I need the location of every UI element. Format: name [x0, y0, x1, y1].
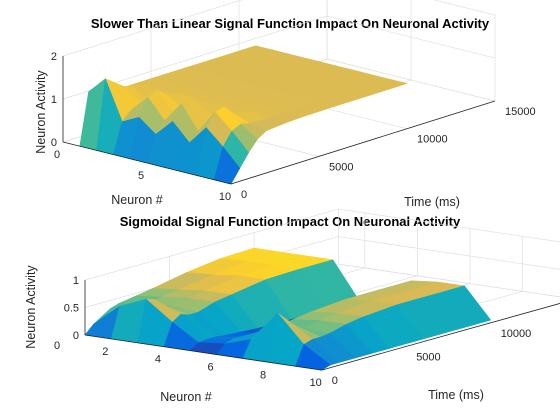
surface-plot-1: Slower Than Linear Signal Function Impac… [34, 0, 536, 209]
z-tick-label: 0 [73, 330, 79, 342]
x-tick-label: 4 [155, 354, 161, 366]
z-tick-label: 0.5 [64, 303, 79, 315]
grid-line [62, 0, 243, 57]
y-tick-label: 15000 [505, 106, 536, 118]
x-tick-label: 6 [207, 362, 213, 374]
axis-line [230, 100, 496, 185]
x-tick-label: 10 [219, 191, 231, 203]
grid-line [338, 236, 560, 270]
x-tick-label: 5 [138, 170, 144, 182]
grid-line [433, 0, 496, 16]
chart-title-2: Sigmoidal Signal Function Impact On Neur… [120, 214, 461, 229]
surface-plot-2: Sigmoidal Signal Function Impact On Neur… [24, 208, 560, 404]
z-tick-label: 1 [51, 94, 57, 106]
y-tick-label: 10000 [501, 328, 532, 340]
z-axis-label-1: Neuron Activity [34, 70, 48, 154]
x-axis-label-1: Neuron # [111, 193, 162, 207]
x-tick-label: 2 [102, 346, 108, 358]
axis-line [84, 334, 322, 371]
z-tick-label: 2 [51, 51, 57, 63]
grid-line [338, 263, 560, 298]
grid-line [338, 208, 560, 243]
axis-line [62, 141, 232, 185]
x-tick-label: 10 [310, 377, 322, 389]
grid-line [326, 15, 496, 59]
grid-line [326, 58, 496, 102]
axis-line [321, 302, 560, 371]
y-axis-label-1: Time (ms) [404, 195, 460, 209]
y-tick-label: 5000 [329, 161, 353, 173]
origin-tick-label: 0 [54, 340, 60, 352]
z-tick-label: 0 [51, 137, 57, 149]
x-axis-label-2: Neuron # [160, 390, 211, 404]
grid-line [84, 208, 339, 281]
y-tick-label: 5000 [416, 351, 440, 363]
y-tick-label: 0 [241, 189, 247, 201]
z-axis-label-2: Neuron Activity [24, 265, 38, 349]
x-tick-label: 0 [54, 149, 60, 161]
chart-title-1: Slower Than Linear Signal Function Impac… [91, 16, 490, 31]
y-axis-label-2: Time (ms) [428, 388, 484, 402]
z-tick-label: 1 [73, 275, 79, 287]
x-tick-label: 8 [260, 369, 266, 381]
y-tick-label: 0 [332, 375, 338, 387]
y-tick-label: 10000 [417, 134, 448, 146]
